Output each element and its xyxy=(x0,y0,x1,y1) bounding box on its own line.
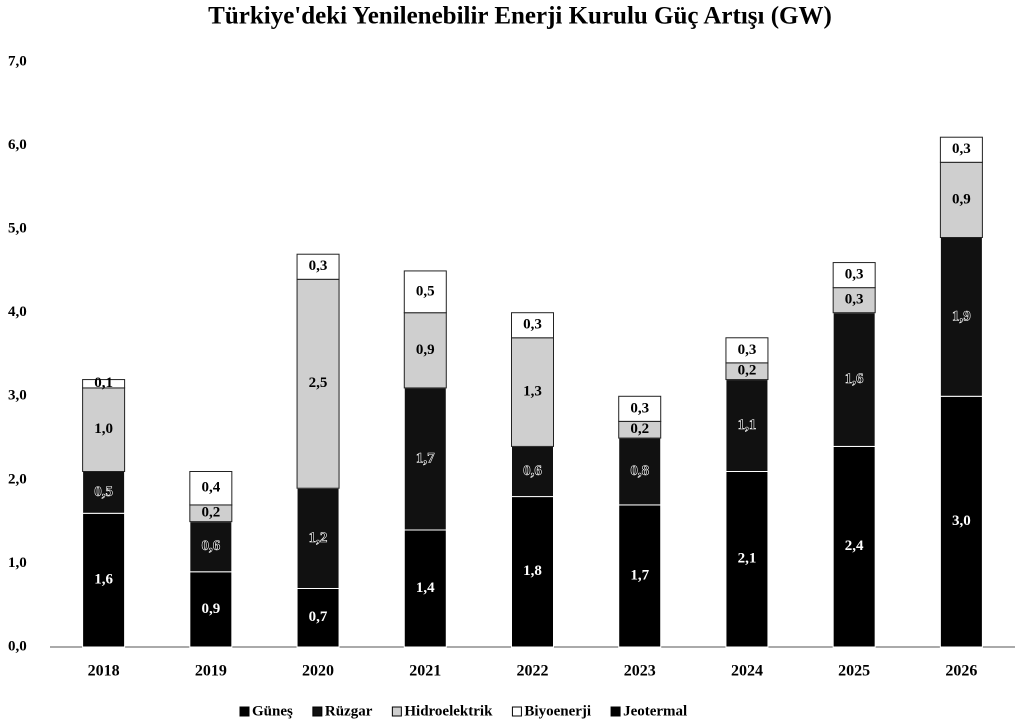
bar-segment xyxy=(939,161,983,239)
legend-label: Hidroelektrik xyxy=(404,703,493,719)
data-label: 0,3 xyxy=(738,342,757,358)
bar-segment xyxy=(296,253,340,280)
legend-label: Rüzgar xyxy=(325,703,373,719)
bar-segment xyxy=(403,387,447,531)
data-label: 0,6 xyxy=(201,538,220,554)
x-tick-label: 2019 xyxy=(195,663,227,680)
data-label: 1,4 xyxy=(416,580,435,596)
data-label: 0,6 xyxy=(523,463,542,479)
y-tick-label: 3,0 xyxy=(8,388,27,404)
x-tick-label: 2024 xyxy=(731,663,763,680)
data-label: 3,0 xyxy=(952,513,971,529)
data-label: 1,7 xyxy=(630,567,649,583)
legend-swatch xyxy=(511,706,522,717)
data-label: 2,1 xyxy=(738,551,757,567)
x-tick-label: 2018 xyxy=(88,663,120,680)
bar-segment xyxy=(832,287,876,314)
data-label: 2,4 xyxy=(845,538,864,554)
data-label: 1,6 xyxy=(94,572,113,588)
bar-segment xyxy=(511,337,554,447)
data-label: 2,5 xyxy=(309,375,328,391)
data-label: 1,7 xyxy=(416,450,435,466)
data-label: 0,5 xyxy=(94,484,113,500)
x-tick-label: 2020 xyxy=(302,663,334,680)
y-tick-label: 7,0 xyxy=(8,53,27,69)
bar-segment xyxy=(296,487,340,590)
data-label: 0,9 xyxy=(952,191,971,207)
bar-segment xyxy=(832,312,876,447)
bar-segment xyxy=(296,278,340,489)
data-label: 0,3 xyxy=(952,141,971,157)
data-label: 1,9 xyxy=(952,308,971,324)
data-label: 0,2 xyxy=(630,421,649,437)
bar-segment xyxy=(403,270,447,314)
bar-segment xyxy=(725,471,769,648)
data-label: 0,5 xyxy=(416,283,435,299)
y-tick-label: 0,0 xyxy=(8,638,27,654)
bar-segment xyxy=(403,312,447,389)
data-label: 0,7 xyxy=(309,609,328,625)
bar-segment xyxy=(403,529,447,648)
data-label: 1,2 xyxy=(309,530,328,546)
data-label: 0,8 xyxy=(630,463,649,479)
legend-label: Jeotermal xyxy=(623,703,687,719)
legend-swatch xyxy=(391,706,402,717)
data-label: 0,3 xyxy=(523,317,542,333)
bar-segment xyxy=(939,136,983,163)
bar-segment xyxy=(725,337,769,364)
data-label: 0,3 xyxy=(309,258,328,274)
y-tick-label: 5,0 xyxy=(8,221,27,237)
bar-segment xyxy=(725,379,769,473)
data-label: 0,9 xyxy=(416,342,435,358)
data-label: 1,0 xyxy=(94,421,113,437)
bar-segment xyxy=(511,312,554,339)
legend-label: Biyoenerji xyxy=(524,703,591,719)
data-label: 1,8 xyxy=(523,563,542,579)
x-tick-label: 2026 xyxy=(945,663,977,680)
y-tick-label: 4,0 xyxy=(8,304,27,320)
legend-swatch xyxy=(312,706,323,717)
legend-swatch xyxy=(610,706,621,717)
y-tick-label: 2,0 xyxy=(8,471,27,487)
data-label: 0,9 xyxy=(201,601,220,617)
bar-segment xyxy=(82,379,126,389)
bar-segment xyxy=(189,471,233,506)
legend-swatch xyxy=(239,706,250,717)
legend-label: Güneş xyxy=(252,703,293,719)
legend: Güneş Rüzgar Hidroelektrik Biyoenerji Jeoter… xyxy=(239,703,687,719)
x-tick-label: 2021 xyxy=(409,663,441,680)
bar-segment xyxy=(82,512,126,648)
bar-segment xyxy=(618,395,662,422)
data-label: 0,3 xyxy=(630,400,649,416)
bar-segment xyxy=(189,571,233,648)
data-label: 1,3 xyxy=(523,384,542,400)
data-label: 0,3 xyxy=(845,267,864,283)
x-tick-label: 2025 xyxy=(838,663,870,680)
bar-segment xyxy=(939,395,983,648)
data-label: 1,1 xyxy=(738,417,757,433)
y-tick-label: 1,0 xyxy=(8,555,27,571)
y-tick-label: 6,0 xyxy=(8,137,27,153)
data-label: 0,4 xyxy=(201,480,220,496)
data-label: 0,2 xyxy=(201,505,220,521)
x-tick-label: 2022 xyxy=(517,663,549,680)
chart-title: Türkiye'deki Yenilenebilir Enerji Kurulu… xyxy=(208,3,832,30)
data-label: 1,6 xyxy=(845,371,864,387)
bar-segment xyxy=(832,262,876,289)
data-label: 0,2 xyxy=(738,363,757,379)
bar-segment xyxy=(189,521,233,573)
bar-segment xyxy=(296,588,340,648)
bar-segment xyxy=(82,471,126,514)
data-label: 0,3 xyxy=(845,292,864,308)
x-tick-label: 2023 xyxy=(624,663,656,680)
bar-segment xyxy=(939,237,983,397)
data-label: 0,1 xyxy=(94,375,113,391)
